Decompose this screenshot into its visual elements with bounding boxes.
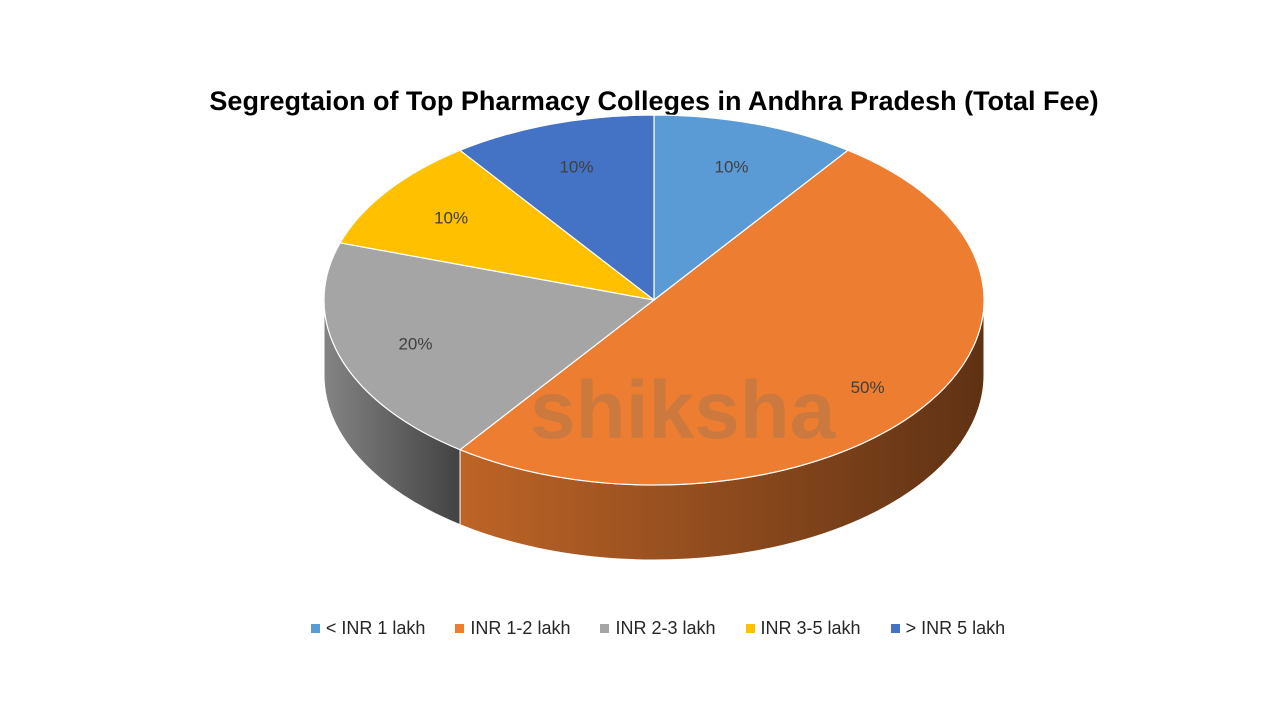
legend-label: < INR 1 lakh [325, 618, 426, 638]
legend-label: INR 1-2 lakh [470, 618, 571, 638]
legend-swatch [890, 624, 900, 633]
legend-item: INR 2-3 lakh [600, 618, 716, 639]
legend-swatch [455, 624, 465, 633]
pie-slice-3 [339, 149, 655, 301]
legend-swatch [745, 624, 755, 633]
watermark-logo: shiksha [530, 365, 837, 456]
pie-slice-4 [458, 114, 655, 302]
legend-swatch [600, 624, 610, 633]
pie-slice-0 [653, 114, 850, 302]
legend-item: < INR 1 lakh [310, 618, 426, 639]
data-label-3: 10% [434, 208, 468, 227]
pie-slice-2 [323, 242, 656, 451]
data-label-0: 10% [714, 157, 748, 176]
data-label-2: 20% [398, 334, 432, 353]
data-label-1: 50% [851, 378, 885, 397]
legend-label: INR 2-3 lakh [615, 618, 716, 638]
chart-title: Segregtaion of Top Pharmacy Colleges in … [209, 86, 1099, 116]
legend-item: INR 3-5 lakh [745, 618, 861, 639]
legend-item: > INR 5 lakh [890, 618, 1006, 639]
legend-swatch [310, 624, 320, 633]
legend-label: INR 3-5 lakh [760, 618, 861, 638]
legend-item: INR 1-2 lakh [455, 618, 570, 639]
pie-slice-1 [458, 149, 985, 486]
data-label-4: 10% [559, 157, 593, 176]
legend-label: > INR 5 lakh [905, 618, 1006, 638]
legend: < INR 1 lakh INR 1-2 lakh INR 2-3 lakh INR … [0, 618, 1280, 639]
